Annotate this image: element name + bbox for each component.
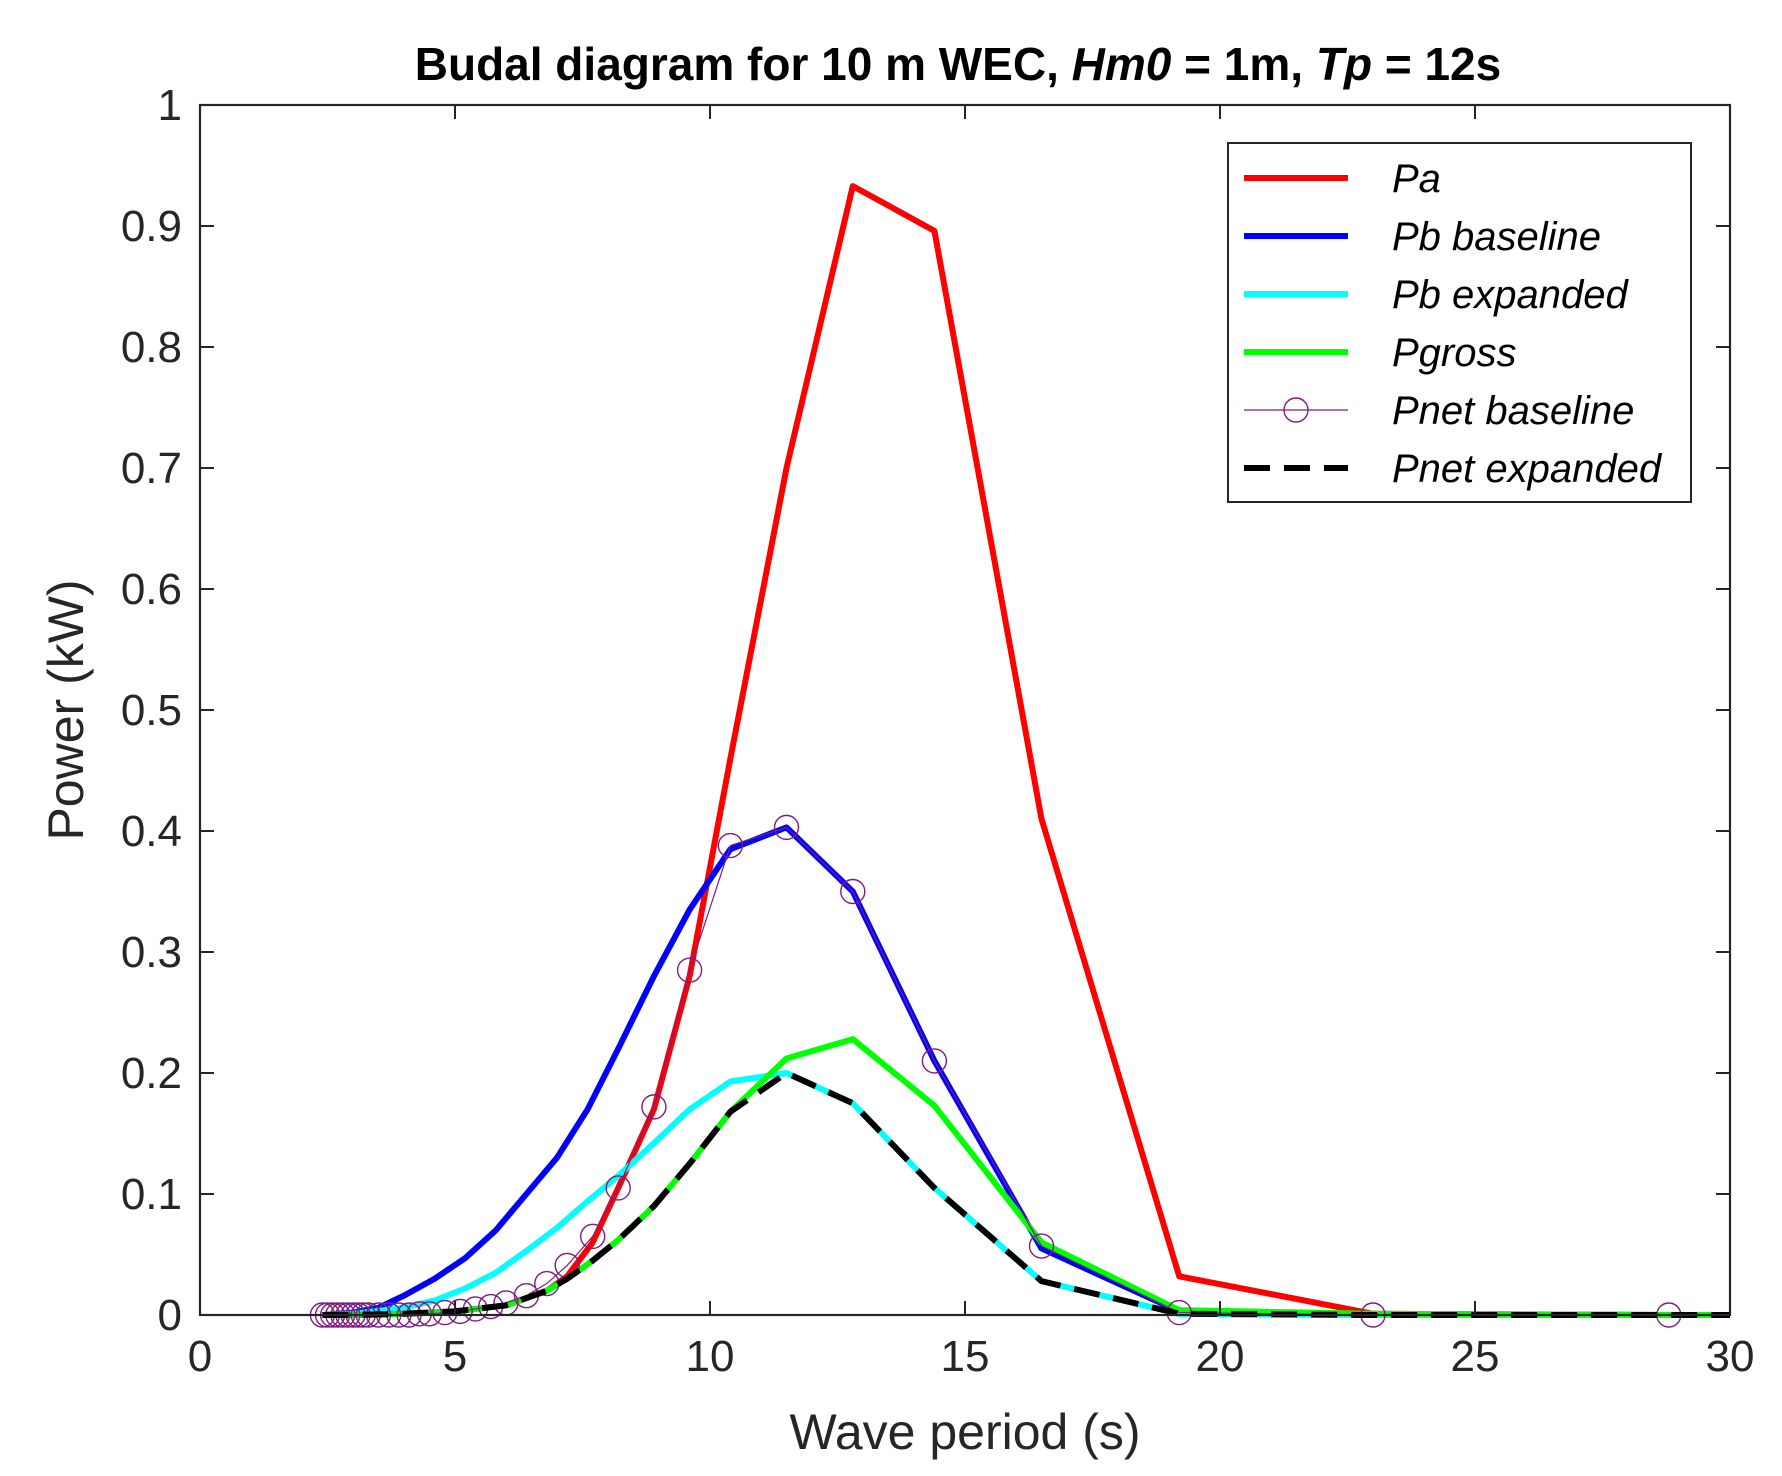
pnet-baseline-point: [921, 1048, 948, 1074]
x-tick-label: 30: [1706, 1332, 1755, 1381]
x-axis-label: Wave period (s): [789, 1404, 1140, 1460]
y-tick-label: 0.5: [121, 686, 182, 735]
y-axis-label: Power (kW): [38, 579, 94, 840]
legend-item-pgross: Pgross: [1244, 331, 1517, 375]
x-tick-label: 20: [1196, 1332, 1245, 1381]
pnet-baseline-point: [1028, 1233, 1055, 1259]
y-tick-label: 0.1: [121, 1170, 182, 1219]
legend-item-pnet-expanded: Pnet expanded: [1244, 447, 1663, 491]
pnet-baseline-point: [676, 957, 703, 983]
title-part-tp: Tp: [1316, 38, 1372, 90]
legend-item-pb-baseline: Pb baseline: [1244, 215, 1601, 259]
series-line-pnet-expanded: [322, 1069, 1730, 1318]
pnet-baseline-point: [717, 832, 744, 859]
legend-label: Pb baseline: [1392, 215, 1601, 259]
legend-item-pa: Pa: [1244, 157, 1441, 201]
legend-label: Pa: [1392, 157, 1441, 201]
y-tick-label: 0.7: [121, 444, 182, 493]
y-tick-label: 0.3: [121, 928, 182, 977]
pnet-baseline-point: [605, 1175, 631, 1201]
legend-label: Pgross: [1392, 331, 1517, 375]
legend-marker: [1283, 397, 1309, 423]
x-tick-label: 5: [443, 1332, 467, 1381]
x-tick-label: 25: [1451, 1332, 1500, 1381]
y-tick-label: 0.4: [121, 807, 182, 856]
pnet-baseline-point: [580, 1223, 606, 1250]
legend-box: [1227, 142, 1692, 503]
y-tick-label: 0.9: [121, 202, 182, 251]
y-tick-label: 0.8: [121, 323, 182, 372]
title-part-5: = 12s: [1372, 38, 1501, 90]
y-tick-label: 0.2: [121, 1049, 182, 1098]
legend: Pa Pb baseline Pb expanded Pgross Pnet basel…: [1227, 142, 1692, 503]
legend-label: Pnet baseline: [1392, 389, 1634, 433]
y-tick-label: 1: [158, 81, 182, 130]
chart-title: Budal diagram for 10 m WEC, Hm0 = 1m, Tp…: [415, 38, 1501, 90]
title-part-3: = 1m,: [1171, 38, 1315, 90]
title-part-1: Budal diagram for 10 m WEC,: [415, 38, 1072, 90]
y-tick-label: 0.6: [121, 565, 182, 614]
legend-label: Pnet expanded: [1392, 447, 1663, 491]
ticks-layer: 0 5 10 15 20 25 30 0 0.1 0.2 0.3 0.4 0.5 0.6 0.7 0.8 0.9…: [121, 81, 1755, 1381]
legend-item-pb-expanded: Pb expanded: [1244, 273, 1630, 317]
y-tick-label: 0: [158, 1291, 182, 1340]
pnet-baseline-point: [641, 1094, 667, 1120]
legend-item-pnet-baseline: Pnet baseline: [1244, 389, 1634, 433]
title-part-hm0: Hm0: [1072, 38, 1172, 90]
x-tick-label: 15: [941, 1332, 990, 1381]
pnet-baseline-point: [840, 878, 866, 905]
x-tick-label: 0: [188, 1332, 212, 1381]
legend-entries: Pa Pb baseline Pb expanded Pgross Pnet basel…: [1244, 157, 1663, 491]
legend-label: Pb expanded: [1392, 273, 1630, 317]
pnet-baseline-point: [773, 814, 800, 841]
x-tick-label: 10: [686, 1332, 735, 1381]
